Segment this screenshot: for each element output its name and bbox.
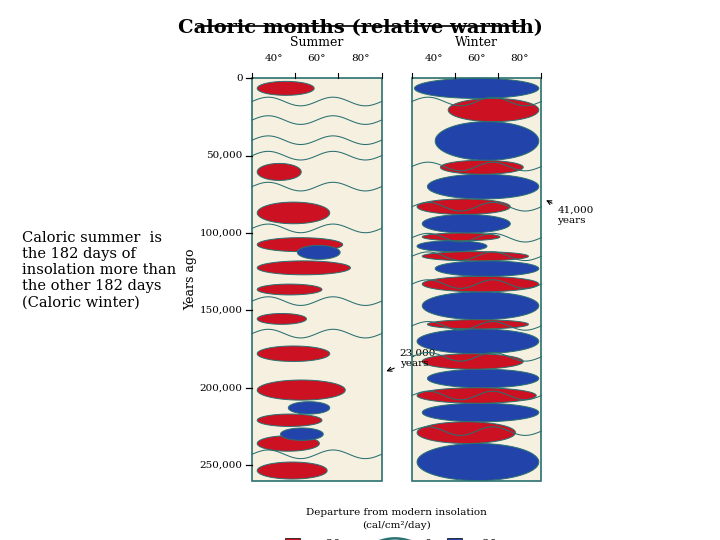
Polygon shape — [417, 422, 516, 443]
Text: (cal/cm²/day): (cal/cm²/day) — [362, 521, 431, 530]
Text: Caloric months (relative warmth): Caloric months (relative warmth) — [178, 19, 542, 37]
Polygon shape — [428, 320, 528, 329]
Text: Summer: Summer — [290, 36, 343, 49]
Text: 50,000: 50,000 — [206, 151, 243, 160]
Polygon shape — [417, 329, 539, 354]
Polygon shape — [417, 199, 510, 214]
Polygon shape — [415, 78, 539, 98]
Text: 40°: 40° — [424, 54, 443, 63]
Polygon shape — [417, 241, 487, 252]
Polygon shape — [257, 284, 322, 295]
Polygon shape — [422, 354, 523, 369]
Polygon shape — [417, 388, 536, 403]
Bar — [412, 78, 541, 481]
Bar — [252, 78, 382, 481]
Polygon shape — [436, 261, 539, 276]
Polygon shape — [448, 98, 539, 122]
Polygon shape — [423, 403, 539, 422]
Text: Years ago: Years ago — [184, 249, 197, 310]
Bar — [285, 538, 300, 540]
Polygon shape — [441, 160, 523, 174]
Bar — [447, 538, 462, 540]
Polygon shape — [428, 369, 539, 388]
Text: Caloric summer  is
the 182 days of
insolation more than
the other 182 days
(Calo: Caloric summer is the 182 days of insola… — [22, 231, 176, 309]
Polygon shape — [257, 380, 346, 400]
Polygon shape — [422, 214, 510, 233]
Text: > +20: > +20 — [304, 539, 341, 540]
Text: 150,000: 150,000 — [199, 306, 243, 315]
Polygon shape — [423, 276, 539, 292]
Polygon shape — [257, 202, 330, 224]
Text: 0: 0 — [236, 74, 243, 83]
Text: 80°: 80° — [351, 54, 369, 63]
Polygon shape — [257, 314, 307, 325]
Polygon shape — [257, 261, 351, 275]
Polygon shape — [288, 402, 330, 414]
Polygon shape — [428, 174, 539, 199]
Text: 250,000: 250,000 — [199, 461, 243, 470]
Polygon shape — [297, 245, 340, 259]
Text: 23,000
years: 23,000 years — [387, 349, 436, 371]
Polygon shape — [257, 462, 327, 479]
Text: Departure from modern insolation: Departure from modern insolation — [306, 508, 487, 517]
Text: 41,000
years: 41,000 years — [547, 201, 594, 225]
Text: Winter: Winter — [455, 36, 498, 49]
Polygon shape — [257, 238, 343, 252]
Polygon shape — [281, 428, 323, 440]
Text: 0: 0 — [424, 539, 431, 540]
Polygon shape — [417, 443, 539, 481]
Polygon shape — [436, 122, 539, 160]
Polygon shape — [423, 292, 539, 320]
Text: 100,000: 100,000 — [199, 228, 243, 238]
Text: 60°: 60° — [307, 54, 326, 63]
Polygon shape — [257, 436, 320, 451]
Text: 200,000: 200,000 — [199, 383, 243, 392]
Polygon shape — [257, 164, 301, 180]
Text: 40°: 40° — [264, 54, 283, 63]
Text: 80°: 80° — [510, 54, 529, 63]
Polygon shape — [257, 414, 322, 427]
Polygon shape — [257, 82, 314, 96]
Polygon shape — [257, 346, 330, 361]
Polygon shape — [422, 233, 500, 241]
Polygon shape — [423, 252, 528, 261]
Text: 60°: 60° — [467, 54, 486, 63]
Text: < -20: < -20 — [466, 539, 497, 540]
